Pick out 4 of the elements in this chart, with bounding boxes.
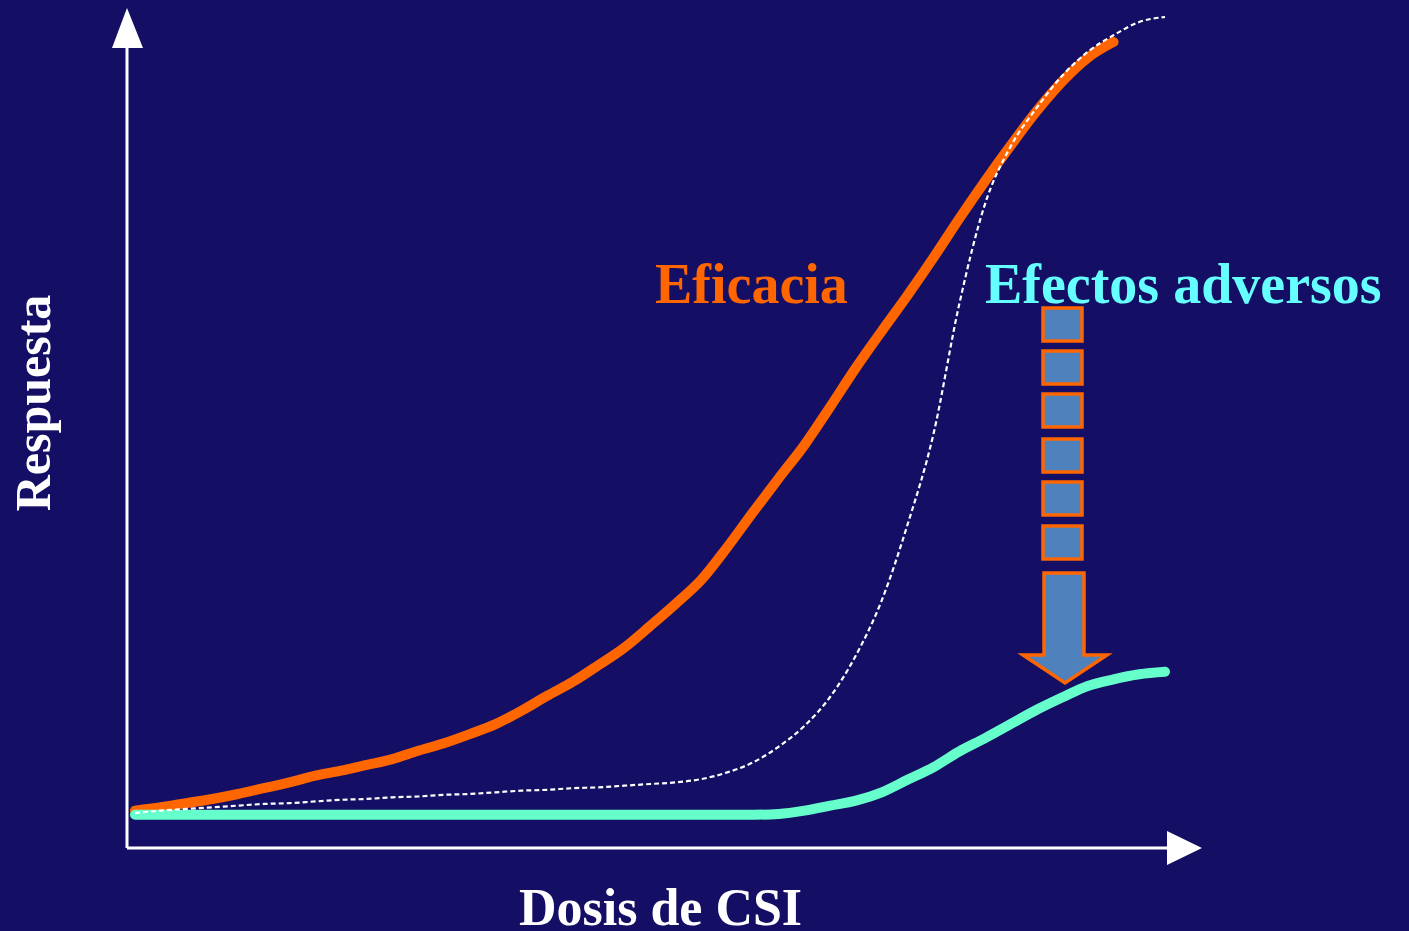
annotation: Efectos adversos — [985, 253, 1382, 315]
y-axis-title: Respuesta — [5, 294, 61, 512]
x-axis-title: Dosis de CSI — [518, 879, 803, 931]
series-label: Eficacia — [655, 253, 848, 315]
